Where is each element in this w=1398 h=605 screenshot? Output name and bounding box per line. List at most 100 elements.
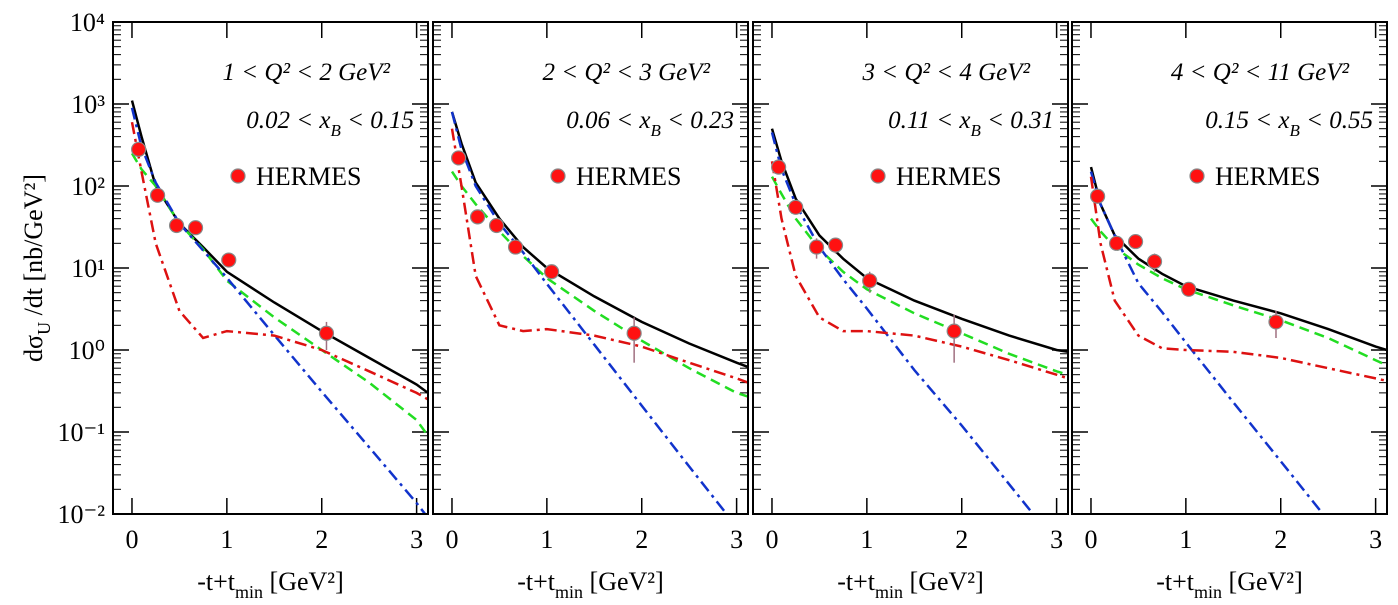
x-tick-label: 3 — [1050, 525, 1063, 554]
data-point — [168, 217, 185, 234]
curve — [130, 107, 427, 514]
curve — [1089, 166, 1387, 352]
y-tick-label: 10⁻² — [57, 500, 105, 529]
panel-frame — [432, 21, 749, 515]
x-label-sub: min — [875, 582, 903, 602]
data-point — [827, 237, 844, 253]
x-axis-label: -t+tmin [GeV²] — [1156, 567, 1303, 602]
plot-area — [770, 128, 1068, 514]
annotation-sub: B — [970, 121, 981, 140]
annotation-part: < 0.15 — [341, 107, 414, 134]
data-point — [788, 199, 804, 215]
data-point — [131, 141, 147, 157]
annotation: 2 < Q² < 3 GeV² — [543, 59, 711, 86]
legend-label: HERMES — [576, 162, 681, 191]
annotation-sub: B — [330, 121, 341, 140]
legend-label: HERMES — [896, 162, 1001, 191]
x-label-sub: min — [555, 582, 583, 602]
data-point — [626, 325, 642, 341]
curve — [770, 176, 1068, 376]
x-label-main: -t+t — [517, 567, 556, 596]
annotation-part: 0.02 < x — [246, 107, 330, 134]
y-tick-label: 10⁻¹ — [57, 418, 105, 447]
data-point — [507, 239, 524, 255]
x-tick-label: 1 — [1179, 525, 1192, 554]
x-tick-label: 1 — [860, 525, 873, 554]
annotation-part: 0.11 < x — [888, 107, 970, 134]
curve — [450, 111, 748, 369]
annotation: 3 < Q² < 4 GeV² — [862, 59, 1031, 86]
y-tick-label: 10⁴ — [70, 8, 105, 37]
data-point — [149, 187, 166, 203]
curve — [450, 170, 748, 398]
legend-label: HERMES — [1215, 162, 1320, 191]
annotation-sub: B — [1289, 121, 1300, 140]
x-tick-label: 0 — [445, 525, 458, 554]
annotation-part: 0.06 < x — [566, 107, 650, 134]
x-tick-label: 2 — [635, 525, 648, 554]
x-label-rest: [GeV²] — [583, 567, 664, 596]
x-axis-label: -t+tmin [GeV²] — [837, 567, 984, 602]
x-tick-label: 2 — [955, 525, 968, 554]
plot-area — [450, 111, 748, 514]
x-label-sub: min — [235, 582, 263, 602]
curve — [130, 121, 428, 401]
annotation-part: < 0.31 — [981, 107, 1054, 134]
data-point — [1108, 235, 1125, 251]
curve — [1089, 171, 1325, 514]
curve — [1089, 176, 1387, 383]
data-point — [488, 217, 505, 234]
annotation: 0.11 < xB < 0.31 — [888, 107, 1054, 140]
y-label-main: dσ — [19, 335, 48, 362]
panel-frame — [1071, 21, 1388, 515]
x-axis-label: -t+tmin [GeV²] — [517, 567, 664, 602]
y-tick-label: 10¹ — [71, 254, 105, 283]
y-label-rest: /dt [nb/GeV²] — [19, 174, 48, 322]
plot-area — [1089, 166, 1387, 514]
curve — [450, 128, 748, 384]
x-label-sub: min — [1194, 582, 1222, 602]
data-point — [946, 323, 962, 339]
data-point — [469, 209, 486, 225]
legend-label: HERMES — [256, 162, 361, 191]
x-label-main: -t+t — [837, 567, 876, 596]
panel-frame — [112, 21, 429, 515]
legend-marker — [230, 168, 246, 184]
x-tick-label: 1 — [540, 525, 553, 554]
x-tick-label: 3 — [410, 525, 423, 554]
x-label-rest: [GeV²] — [1222, 567, 1303, 596]
annotation: 0.02 < xB < 0.15 — [246, 107, 414, 140]
panel-frame — [752, 21, 1069, 515]
x-label-main: -t+t — [1156, 567, 1195, 596]
x-label-rest: [GeV²] — [263, 567, 344, 596]
x-tick-label: 3 — [730, 525, 743, 554]
data-point — [808, 239, 825, 255]
curve — [770, 132, 1035, 514]
legend-marker — [870, 168, 886, 184]
data-point — [451, 150, 467, 166]
x-tick-label: 3 — [1369, 525, 1382, 554]
data-point — [187, 220, 204, 236]
y-tick-label: 10⁰ — [69, 336, 105, 365]
x-axis-label: -t+tmin [GeV²] — [197, 567, 344, 602]
curve — [130, 152, 428, 437]
x-tick-label: 0 — [125, 525, 138, 554]
data-point — [862, 273, 878, 289]
x-tick-label: 2 — [315, 525, 328, 554]
annotation-part: < 0.55 — [1300, 107, 1373, 134]
x-tick-label: 0 — [765, 525, 778, 554]
annotation: 1 < Q² < 2 GeV² — [223, 59, 391, 86]
y-tick-label: 10² — [71, 172, 105, 201]
plot-area — [130, 100, 428, 514]
data-point — [1090, 188, 1106, 204]
curve — [770, 161, 1068, 380]
data-point — [1268, 314, 1284, 330]
data-point — [1127, 233, 1144, 250]
annotation-sub: B — [650, 121, 661, 140]
annotation: 0.15 < xB < 0.55 — [1205, 107, 1373, 140]
y-label-sub: U — [34, 322, 54, 335]
x-tick-label: 1 — [220, 525, 233, 554]
x-label-rest: [GeV²] — [903, 567, 984, 596]
curve — [130, 100, 428, 394]
